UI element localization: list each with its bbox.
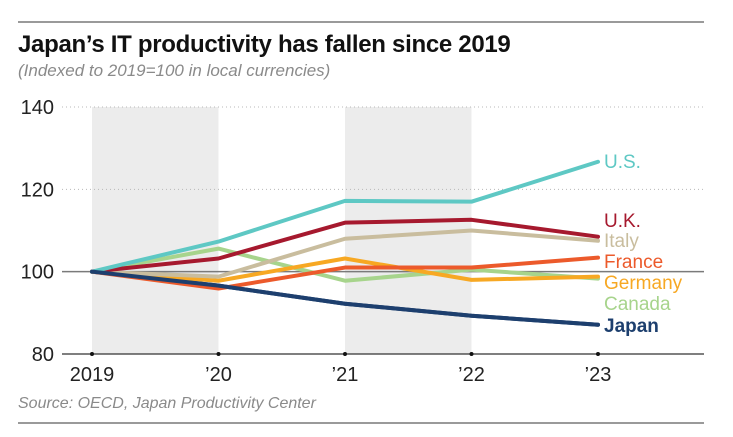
y-tick-label: 80 bbox=[32, 344, 54, 366]
y-tick-label: 140 bbox=[21, 97, 54, 119]
x-tick-mark bbox=[469, 352, 474, 356]
series-line-italy bbox=[90, 228, 600, 279]
top-rule bbox=[18, 21, 704, 23]
x-tick-mark bbox=[596, 352, 600, 356]
series-label-uk: U.K. bbox=[604, 211, 641, 232]
x-axis: 2019 ’20 ’21 ’22 ’23 bbox=[62, 352, 704, 386]
source-note: Source: OECD, Japan Productivity Center bbox=[18, 395, 316, 412]
x-tick-mark bbox=[343, 352, 347, 356]
series-line-canada bbox=[90, 246, 600, 283]
shaded-band bbox=[92, 107, 219, 354]
x-tick-label: ’21 bbox=[332, 364, 359, 386]
series-label-us: U.S. bbox=[604, 152, 641, 173]
series-label-canada: Canada bbox=[604, 294, 671, 315]
series-label-japan: Japan bbox=[604, 316, 659, 337]
x-tick-mark bbox=[90, 352, 94, 356]
x-tick-label: ’23 bbox=[585, 364, 612, 386]
y-axis: 80 100 120 140 bbox=[21, 97, 54, 366]
x-tick-label: ’22 bbox=[458, 364, 485, 386]
series-line-us bbox=[90, 159, 600, 274]
series-label-france: France bbox=[604, 252, 663, 273]
series-line-germany bbox=[90, 256, 600, 283]
gridlines bbox=[62, 106, 704, 273]
series-label-germany: Germany bbox=[604, 273, 683, 294]
x-tick-label: ’20 bbox=[205, 364, 232, 386]
series-line-uk bbox=[90, 217, 600, 274]
y-tick-label: 100 bbox=[21, 262, 54, 284]
shaded-bands bbox=[92, 107, 472, 354]
x-tick-label: 2019 bbox=[70, 364, 115, 386]
chart-title: Japan’s IT productivity has fallen since… bbox=[18, 31, 511, 58]
x-tick-mark bbox=[216, 352, 221, 356]
series-lines bbox=[90, 159, 600, 327]
series-line-japan-top bbox=[90, 269, 600, 327]
y-tick-label: 120 bbox=[21, 179, 54, 201]
series-label-italy: Italy bbox=[604, 231, 639, 252]
bottom-rule bbox=[18, 422, 704, 424]
chart-subtitle: (Indexed to 2019=100 in local currencies… bbox=[18, 61, 331, 80]
